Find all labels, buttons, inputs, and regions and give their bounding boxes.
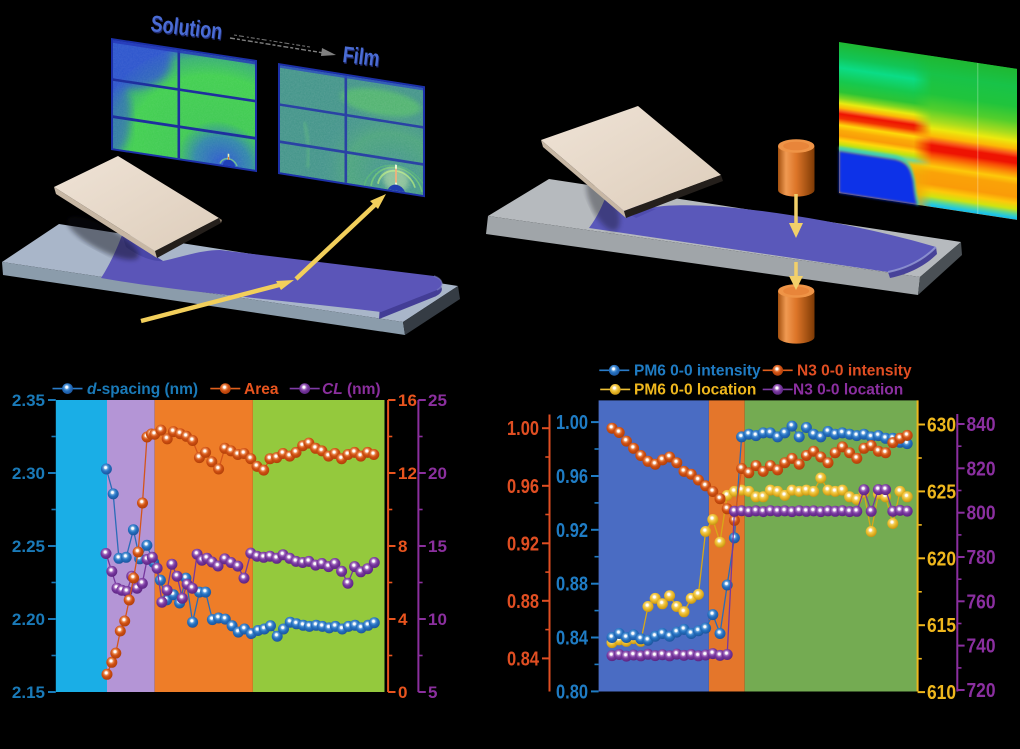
svg-text:10: 10 xyxy=(428,610,447,629)
svg-text:0.96: 0.96 xyxy=(556,466,588,488)
svg-text:630: 630 xyxy=(927,415,956,437)
svg-text:25: 25 xyxy=(428,391,447,410)
svg-text:PM6 0-0 location: PM6 0-0 location xyxy=(634,382,756,399)
svg-text:5: 5 xyxy=(428,683,437,702)
svg-text:760: 760 xyxy=(967,591,996,613)
svg-text:0.92: 0.92 xyxy=(507,533,539,555)
svg-text:15: 15 xyxy=(428,537,447,556)
svg-text:2.20: 2.20 xyxy=(12,610,45,629)
svg-text:1.00: 1.00 xyxy=(507,418,539,440)
svg-text:8: 8 xyxy=(398,537,407,556)
svg-text:Film: Film xyxy=(342,44,382,74)
svg-text:0.88: 0.88 xyxy=(556,574,588,596)
svg-text:12: 12 xyxy=(398,464,417,483)
svg-text:0.96: 0.96 xyxy=(507,476,539,498)
svg-text:0.84: 0.84 xyxy=(556,628,589,650)
svg-text:0.88: 0.88 xyxy=(507,591,539,613)
svg-text:d-spacing (nm): d-spacing (nm) xyxy=(87,381,198,398)
svg-text:2.25: 2.25 xyxy=(12,537,45,556)
svg-text:625: 625 xyxy=(927,481,956,503)
svg-text:780: 780 xyxy=(967,547,996,569)
svg-text:0.80: 0.80 xyxy=(556,681,588,703)
svg-text:20: 20 xyxy=(428,464,447,483)
svg-text:615: 615 xyxy=(927,615,956,637)
svg-text:4: 4 xyxy=(398,610,408,629)
svg-text:800: 800 xyxy=(967,503,996,525)
svg-text:2.15: 2.15 xyxy=(12,683,45,702)
svg-text:820: 820 xyxy=(967,458,996,480)
svg-text:0.84: 0.84 xyxy=(507,648,540,670)
svg-text:720: 720 xyxy=(967,680,996,702)
svg-text:2.30: 2.30 xyxy=(12,464,45,483)
svg-text:CL (nm): CL (nm) xyxy=(322,381,381,398)
svg-text:16: 16 xyxy=(398,391,417,410)
svg-text:N3 0-0 intensity: N3 0-0 intensity xyxy=(797,363,912,380)
svg-text:Area: Area xyxy=(244,381,279,398)
svg-text:620: 620 xyxy=(927,548,956,570)
svg-text:0: 0 xyxy=(398,683,407,702)
svg-text:Film: Film xyxy=(341,42,381,72)
svg-text:PM6 0-0 intensity: PM6 0-0 intensity xyxy=(634,363,761,380)
svg-text:610: 610 xyxy=(927,682,956,704)
svg-text:N3 0-0 location: N3 0-0 location xyxy=(793,382,903,399)
svg-text:2.35: 2.35 xyxy=(12,391,45,410)
svg-text:0.92: 0.92 xyxy=(556,520,588,542)
svg-text:840: 840 xyxy=(967,414,996,436)
svg-text:1.00: 1.00 xyxy=(556,412,588,434)
svg-text:740: 740 xyxy=(967,636,996,658)
